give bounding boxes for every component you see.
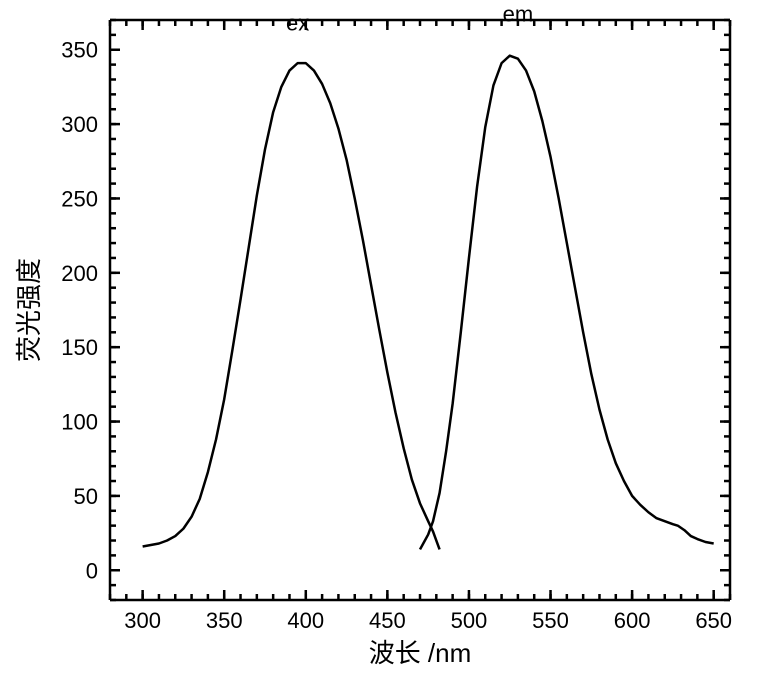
x-tick-label: 450 [369, 608, 406, 633]
fluorescence-spectrum-chart: 300 350 400 450 500 550 600 650 0 50 100 150 200 250 3… [0, 0, 763, 686]
x-tick-label: 300 [124, 608, 161, 633]
y-tick-label: 0 [86, 558, 98, 583]
y-tick-label: 200 [61, 261, 98, 286]
x-tick-label: 350 [206, 608, 243, 633]
series-label-ex: ex [286, 10, 309, 35]
x-tick-label: 650 [695, 608, 732, 633]
x-tick-label: 600 [614, 608, 651, 633]
y-tick-label: 100 [61, 410, 98, 435]
series-label-em: em [503, 1, 534, 26]
y-tick-label: 50 [74, 484, 98, 509]
x-tick-label: 500 [451, 608, 488, 633]
y-tick-label: 250 [61, 186, 98, 211]
y-tick-label: 300 [61, 112, 98, 137]
x-tick-label: 550 [532, 608, 569, 633]
y-tick-label: 150 [61, 335, 98, 360]
y-tick-label: 350 [61, 38, 98, 63]
x-axis-title: 波长 /nm [369, 638, 472, 668]
chart-svg: 300 350 400 450 500 550 600 650 0 50 100 150 200 250 3… [0, 0, 763, 686]
x-tick-label: 400 [287, 608, 324, 633]
y-axis-title: 荧光强度 [14, 258, 44, 362]
